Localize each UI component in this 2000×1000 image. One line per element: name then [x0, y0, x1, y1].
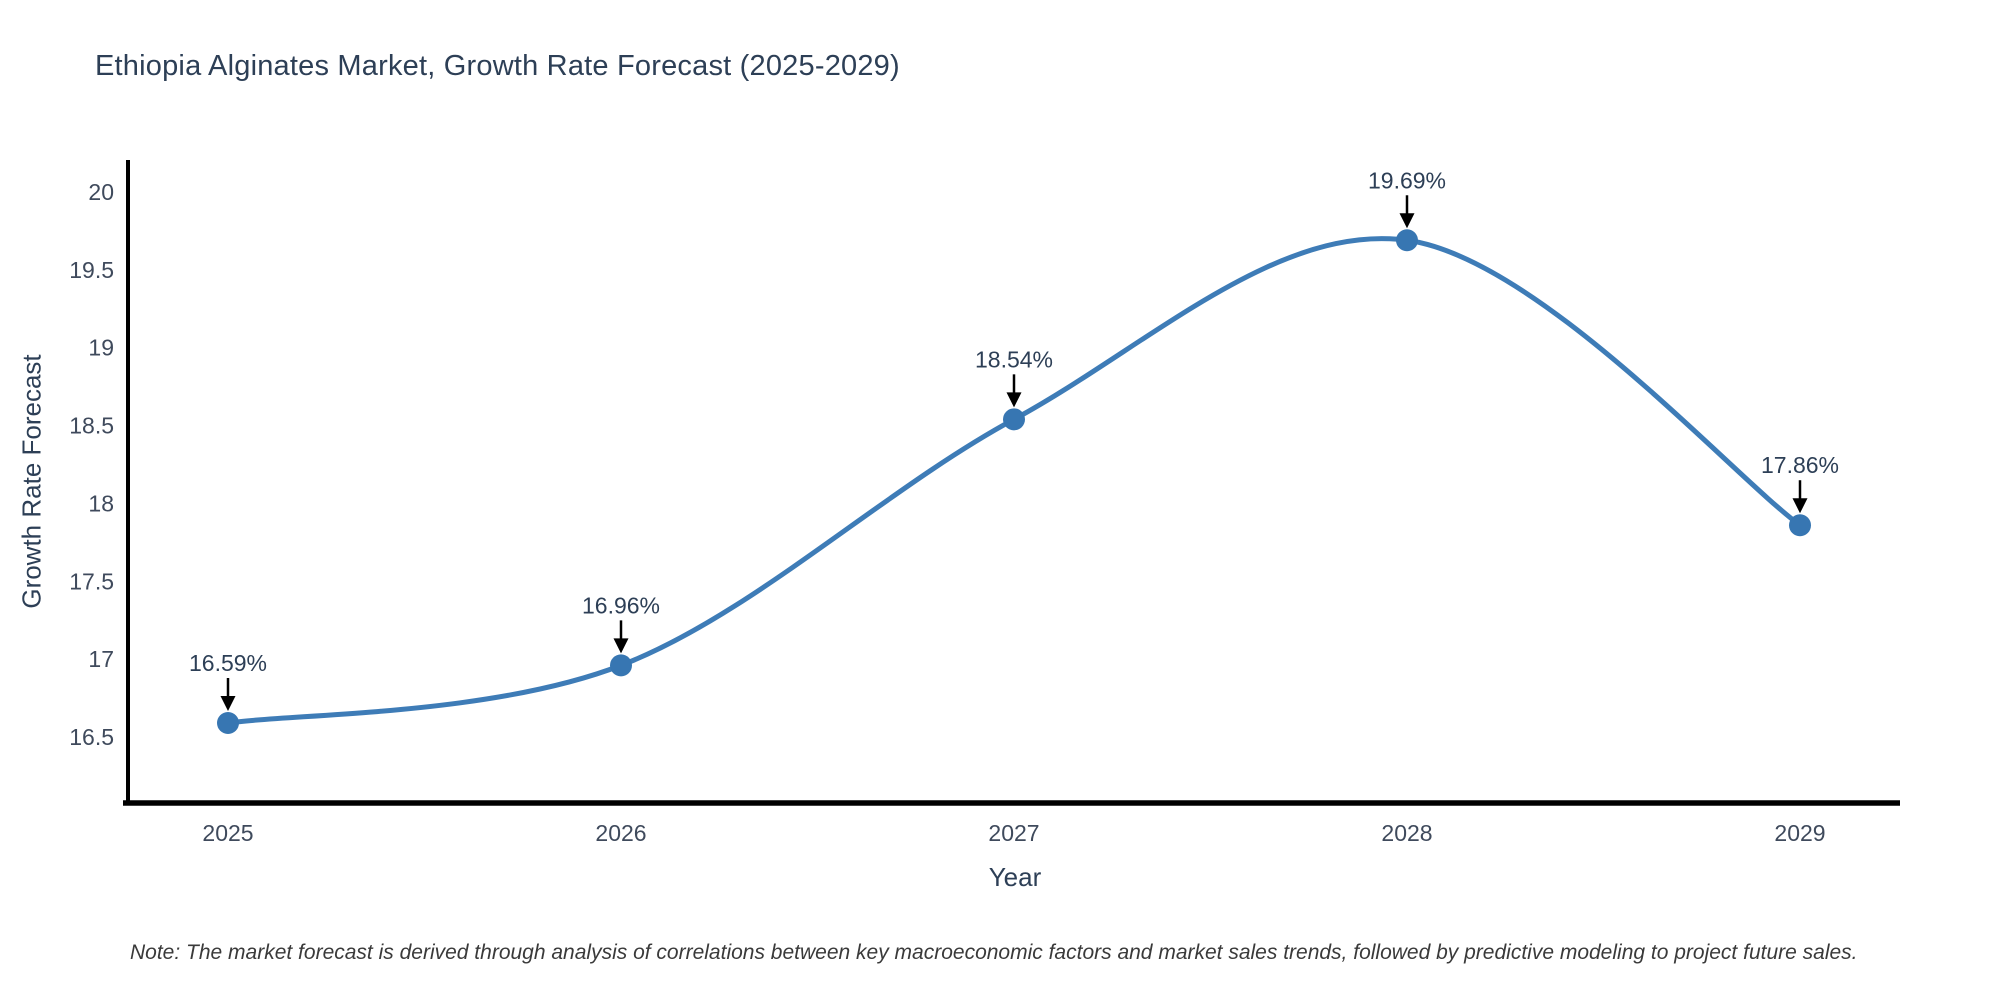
data-label-2028: 19.69% [1368, 167, 1446, 193]
y-tick-label-16.5: 16.5 [69, 724, 114, 750]
data-label-2026: 16.96% [582, 592, 660, 618]
chart-title: Ethiopia Alginates Market, Growth Rate F… [95, 50, 900, 82]
x-tick-label-2027: 2027 [988, 820, 1039, 846]
data-point-2027 [1003, 408, 1025, 431]
y-tick-label-19.5: 19.5 [69, 257, 114, 283]
data-label-2029: 17.86% [1761, 452, 1839, 478]
y-tick-label-18: 18 [88, 490, 114, 516]
x-tick-label-2029: 2029 [1774, 820, 1825, 846]
y-tick-label-18.5: 18.5 [69, 413, 114, 439]
data-label-2025: 16.59% [189, 650, 267, 676]
data-point-2025 [217, 711, 239, 734]
x-tick-label-2026: 2026 [595, 820, 646, 846]
forecast-line [225, 236, 1803, 726]
y-tick-label-17: 17 [88, 646, 114, 672]
x-tick-label-2028: 2028 [1381, 820, 1432, 846]
annotation-arrowhead-2026 [613, 638, 629, 654]
annotation-arrowhead-2025 [220, 695, 236, 711]
y-tick-label-20: 20 [88, 179, 114, 205]
annotation-arrowhead-2027 [1006, 392, 1022, 408]
data-label-2027: 18.54% [975, 346, 1053, 372]
data-point-2028 [1396, 229, 1418, 252]
x-tick-label-2025: 2025 [202, 820, 253, 846]
x-axis-title: Year [988, 862, 1042, 892]
data-point-2026 [610, 654, 632, 677]
y-tick-label-17.5: 17.5 [69, 568, 114, 594]
y-tick-label-19: 19 [88, 335, 114, 361]
data-point-2029 [1789, 514, 1811, 537]
annotation-arrowhead-2029 [1792, 498, 1808, 514]
chart-footnote: Note: The market forecast is derived thr… [130, 941, 1858, 964]
annotation-arrowhead-2028 [1399, 213, 1415, 229]
